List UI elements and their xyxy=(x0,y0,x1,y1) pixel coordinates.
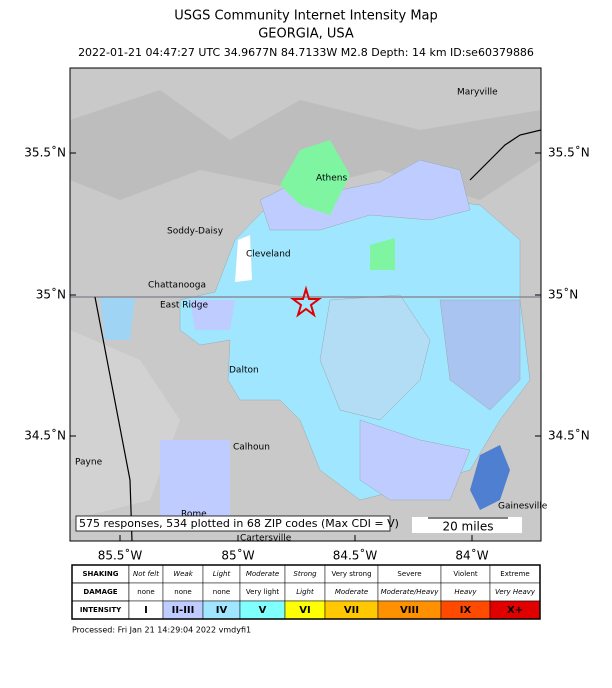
cdi-zip-areas xyxy=(235,235,252,282)
cities: Maryville Athens Soddy-Daisy Cleveland C… xyxy=(75,88,548,544)
cdi-zip-areas xyxy=(100,298,135,340)
legend-cell-text: Very light xyxy=(246,588,280,596)
scale-box xyxy=(412,517,522,533)
legend-cell-text: Moderate/Heavy xyxy=(381,588,440,596)
legend-cell-text: X+ xyxy=(507,605,523,616)
note-box xyxy=(75,515,391,532)
lon-label: 84˚W xyxy=(455,548,488,563)
legend-cell-text: V xyxy=(259,605,267,616)
legend-cell-text: none xyxy=(213,588,230,596)
legend-cell-text: Extreme xyxy=(500,570,529,578)
lat-label: 35.5˚N xyxy=(24,145,66,160)
legend-cell-text: Violent xyxy=(453,570,478,578)
cdi-zip-areas xyxy=(359,419,471,501)
legend-cell-text: Very Heavy xyxy=(495,588,536,596)
epicenter xyxy=(290,285,322,318)
legend-cell-text: Moderate xyxy=(246,570,279,578)
city-label: Maryville xyxy=(457,88,498,98)
region: GEORGIA, USA xyxy=(258,27,354,42)
legend-cell-text: VI xyxy=(299,605,310,616)
legend-cell-text: Light xyxy=(296,588,314,596)
title: USGS Community Internet Intensity Map xyxy=(174,9,438,24)
legend-cell-text: IV xyxy=(216,605,228,616)
scale-label: 20 miles xyxy=(442,520,493,534)
city-label: Cartersville xyxy=(240,534,292,544)
city-label: Chattanooga xyxy=(148,281,206,291)
lat-label: 35˚N xyxy=(36,287,66,302)
lon-label: 85.5˚W xyxy=(98,548,143,563)
lon-label: 85˚W xyxy=(221,548,254,563)
legend-cell-text: VII xyxy=(344,605,359,616)
ridges xyxy=(70,330,180,520)
event-info: 2022-01-21 04:47:27 UTC 34.9677N 84.7133… xyxy=(78,46,534,59)
processed-footer: Processed: Fri Jan 21 14:29:04 2022 vmdy… xyxy=(72,626,251,635)
city-label: Athens xyxy=(316,174,347,184)
legend-cell-text: I xyxy=(144,605,148,616)
lat-label: 34.5˚N xyxy=(548,428,590,443)
city-label: Dalton xyxy=(229,366,259,376)
legend-cell-text: IX xyxy=(460,605,472,616)
legend-cell-text: Not felt xyxy=(133,570,159,578)
lat-label: 35˚N xyxy=(548,287,578,302)
map-frame xyxy=(69,67,542,542)
legend-frame xyxy=(71,564,541,620)
legend-cell-text: none xyxy=(174,588,191,596)
lat-label: 35.5˚N xyxy=(548,145,590,160)
legend-cell-text: Light xyxy=(213,570,231,578)
cdi-zip-areas xyxy=(280,140,350,215)
city-label: Calhoun xyxy=(233,443,270,453)
city-label: East Ridge xyxy=(160,301,208,311)
cdi-zip-areas xyxy=(439,299,521,411)
legend-row-label: DAMAGE xyxy=(83,588,117,596)
legend-cell-text: Heavy xyxy=(454,588,477,596)
lat-label: 34.5˚N xyxy=(24,428,66,443)
cdi-zip-areas xyxy=(319,294,431,421)
legend-cell-text: Severe xyxy=(397,570,421,578)
legend: SHAKING Not felt Weak Light Moderate Strong Ve… xyxy=(71,564,541,620)
city-label: Gainesville xyxy=(498,502,548,512)
legend-cell-text: Strong xyxy=(293,570,317,578)
cdi-zip-areas xyxy=(160,440,230,520)
city-label: Rome xyxy=(181,510,207,520)
legend-cell-text: Very strong xyxy=(331,570,371,578)
axis-labels: 35.5˚N 35.5˚N 35˚N 35˚N 34.5˚N 34.5˚N 85.5˚W 85… xyxy=(24,145,589,563)
lon-label: 84.5˚W xyxy=(333,548,378,563)
legend-cell-text: none xyxy=(137,588,154,596)
cdi-zip-areas xyxy=(370,238,395,270)
legend-cell-text: II-III xyxy=(172,605,195,616)
legend-row-label: INTENSITY xyxy=(80,606,122,614)
legend-cell-text: Weak xyxy=(173,570,194,578)
legend-cell-text: VIII xyxy=(400,605,419,616)
legend-row-label: SHAKING xyxy=(83,570,119,578)
response-note: 575 responses, 534 plotted in 68 ZIP cod… xyxy=(79,517,399,530)
state-border xyxy=(469,129,541,181)
map xyxy=(70,68,541,541)
lake xyxy=(470,445,510,510)
city-label: Soddy-Daisy xyxy=(167,227,224,237)
legend-cell-text: Moderate xyxy=(335,588,368,596)
cdi-zip-areas xyxy=(190,300,235,330)
city-label: Cleveland xyxy=(246,250,291,260)
city-label: Payne xyxy=(75,458,103,468)
